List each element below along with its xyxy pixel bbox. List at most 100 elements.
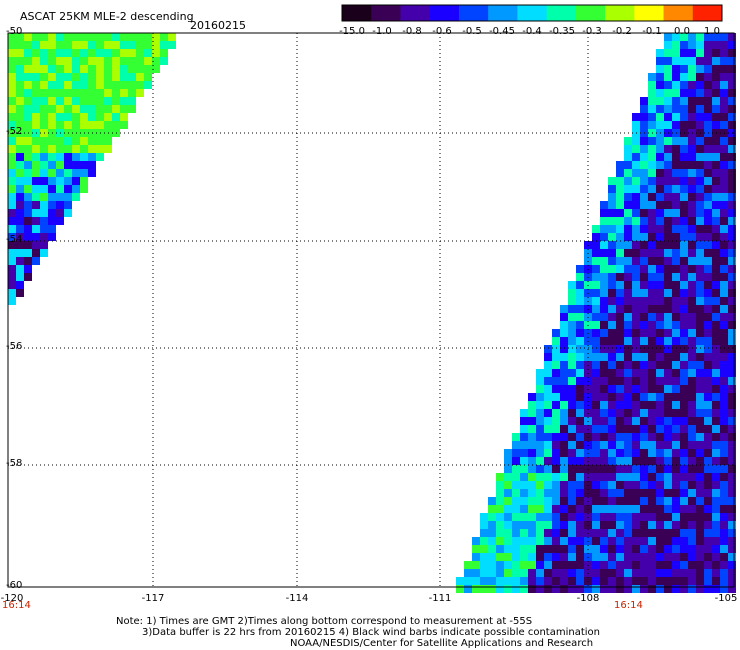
swath-cell xyxy=(592,281,600,289)
swath-cell xyxy=(496,585,504,593)
swath-cell xyxy=(712,441,720,449)
swath-cell xyxy=(104,73,112,81)
swath-cell xyxy=(80,153,88,161)
swath-cell xyxy=(720,81,728,89)
swath-cell xyxy=(728,393,736,401)
swath-cell xyxy=(488,585,496,593)
swath-cell xyxy=(104,137,112,145)
swath-cell xyxy=(696,113,704,121)
swath-cell xyxy=(96,153,104,161)
swath-cell xyxy=(472,545,480,553)
swath-cell xyxy=(680,529,688,537)
swath-cell xyxy=(712,473,720,481)
swath-cell xyxy=(688,233,696,241)
swath-cell xyxy=(688,417,696,425)
swath-cell xyxy=(616,169,624,177)
swath-cell xyxy=(592,505,600,513)
swath-cell xyxy=(624,465,632,473)
swath-cell xyxy=(688,345,696,353)
swath-cell xyxy=(16,41,24,49)
swath-cell xyxy=(72,73,80,81)
swath-cell xyxy=(704,329,712,337)
swath-cell xyxy=(128,41,136,49)
swath-cell xyxy=(32,65,40,73)
swath-cell xyxy=(56,33,64,41)
swath-cell xyxy=(560,353,568,361)
swath-cell xyxy=(528,481,536,489)
swath-cell xyxy=(488,513,496,521)
swath-cell xyxy=(80,121,88,129)
swath-cell xyxy=(720,201,728,209)
swath-cell xyxy=(728,521,736,529)
swath-cell xyxy=(712,177,720,185)
swath-cell xyxy=(624,449,632,457)
swath-cell xyxy=(656,113,664,121)
swath-cell xyxy=(720,193,728,201)
swath-cell xyxy=(528,473,536,481)
swath-cell xyxy=(688,449,696,457)
swath-cell xyxy=(608,433,616,441)
swath-cell xyxy=(72,97,80,105)
swath-cell xyxy=(720,97,728,105)
swath-cell xyxy=(568,377,576,385)
swath-cell xyxy=(648,473,656,481)
swath-cell xyxy=(696,329,704,337)
swath-cell xyxy=(616,265,624,273)
swath-cell xyxy=(704,505,712,513)
swath-cell xyxy=(704,313,712,321)
swath-cell xyxy=(576,393,584,401)
swath-cell xyxy=(80,185,88,193)
swath-cell xyxy=(632,385,640,393)
swath-cell xyxy=(48,177,56,185)
swath-cell xyxy=(624,257,632,265)
swath-cell xyxy=(632,329,640,337)
swath-cell xyxy=(64,65,72,73)
swath-cell xyxy=(648,249,656,257)
swath-cell xyxy=(32,161,40,169)
swath-cell xyxy=(56,169,64,177)
swath-cell xyxy=(600,585,608,593)
swath-cell xyxy=(680,425,688,433)
swath-cell xyxy=(672,321,680,329)
swath-cell xyxy=(480,553,488,561)
swath-cell xyxy=(592,585,600,593)
swath-cell xyxy=(616,521,624,529)
swath-cell xyxy=(16,249,24,257)
swath-cell xyxy=(656,433,664,441)
swath-cell xyxy=(552,545,560,553)
swath-cell xyxy=(688,193,696,201)
swath-cell xyxy=(712,113,720,121)
swath-cell xyxy=(632,121,640,129)
swath-cell xyxy=(704,433,712,441)
swath-cell xyxy=(640,137,648,145)
swath-cell xyxy=(720,577,728,585)
swath-cell xyxy=(560,409,568,417)
swath-cell xyxy=(160,33,168,41)
swath-cell xyxy=(512,569,520,577)
swath-cell xyxy=(648,265,656,273)
swath-cell xyxy=(8,225,16,233)
swath-cell xyxy=(648,89,656,97)
swath-cell xyxy=(624,289,632,297)
swath-cell xyxy=(728,497,736,505)
swath-cell xyxy=(632,401,640,409)
swath-cell xyxy=(8,105,16,113)
swath-cell xyxy=(568,489,576,497)
swath-cell xyxy=(696,313,704,321)
swath-cell xyxy=(568,281,576,289)
swath-cell xyxy=(728,241,736,249)
swath-cell xyxy=(456,585,464,593)
swath-cell xyxy=(696,577,704,585)
swath-cell xyxy=(656,585,664,593)
swath-cell xyxy=(536,449,544,457)
swath-cell xyxy=(56,113,64,121)
swath-cell xyxy=(560,425,568,433)
swath-cell xyxy=(624,209,632,217)
swath-cell xyxy=(720,465,728,473)
swath-cell xyxy=(512,529,520,537)
swath-cell xyxy=(40,201,48,209)
swath-cell xyxy=(600,209,608,217)
swath-cell xyxy=(528,425,536,433)
swath-cell xyxy=(696,385,704,393)
latitude-label: -58 xyxy=(6,458,23,469)
